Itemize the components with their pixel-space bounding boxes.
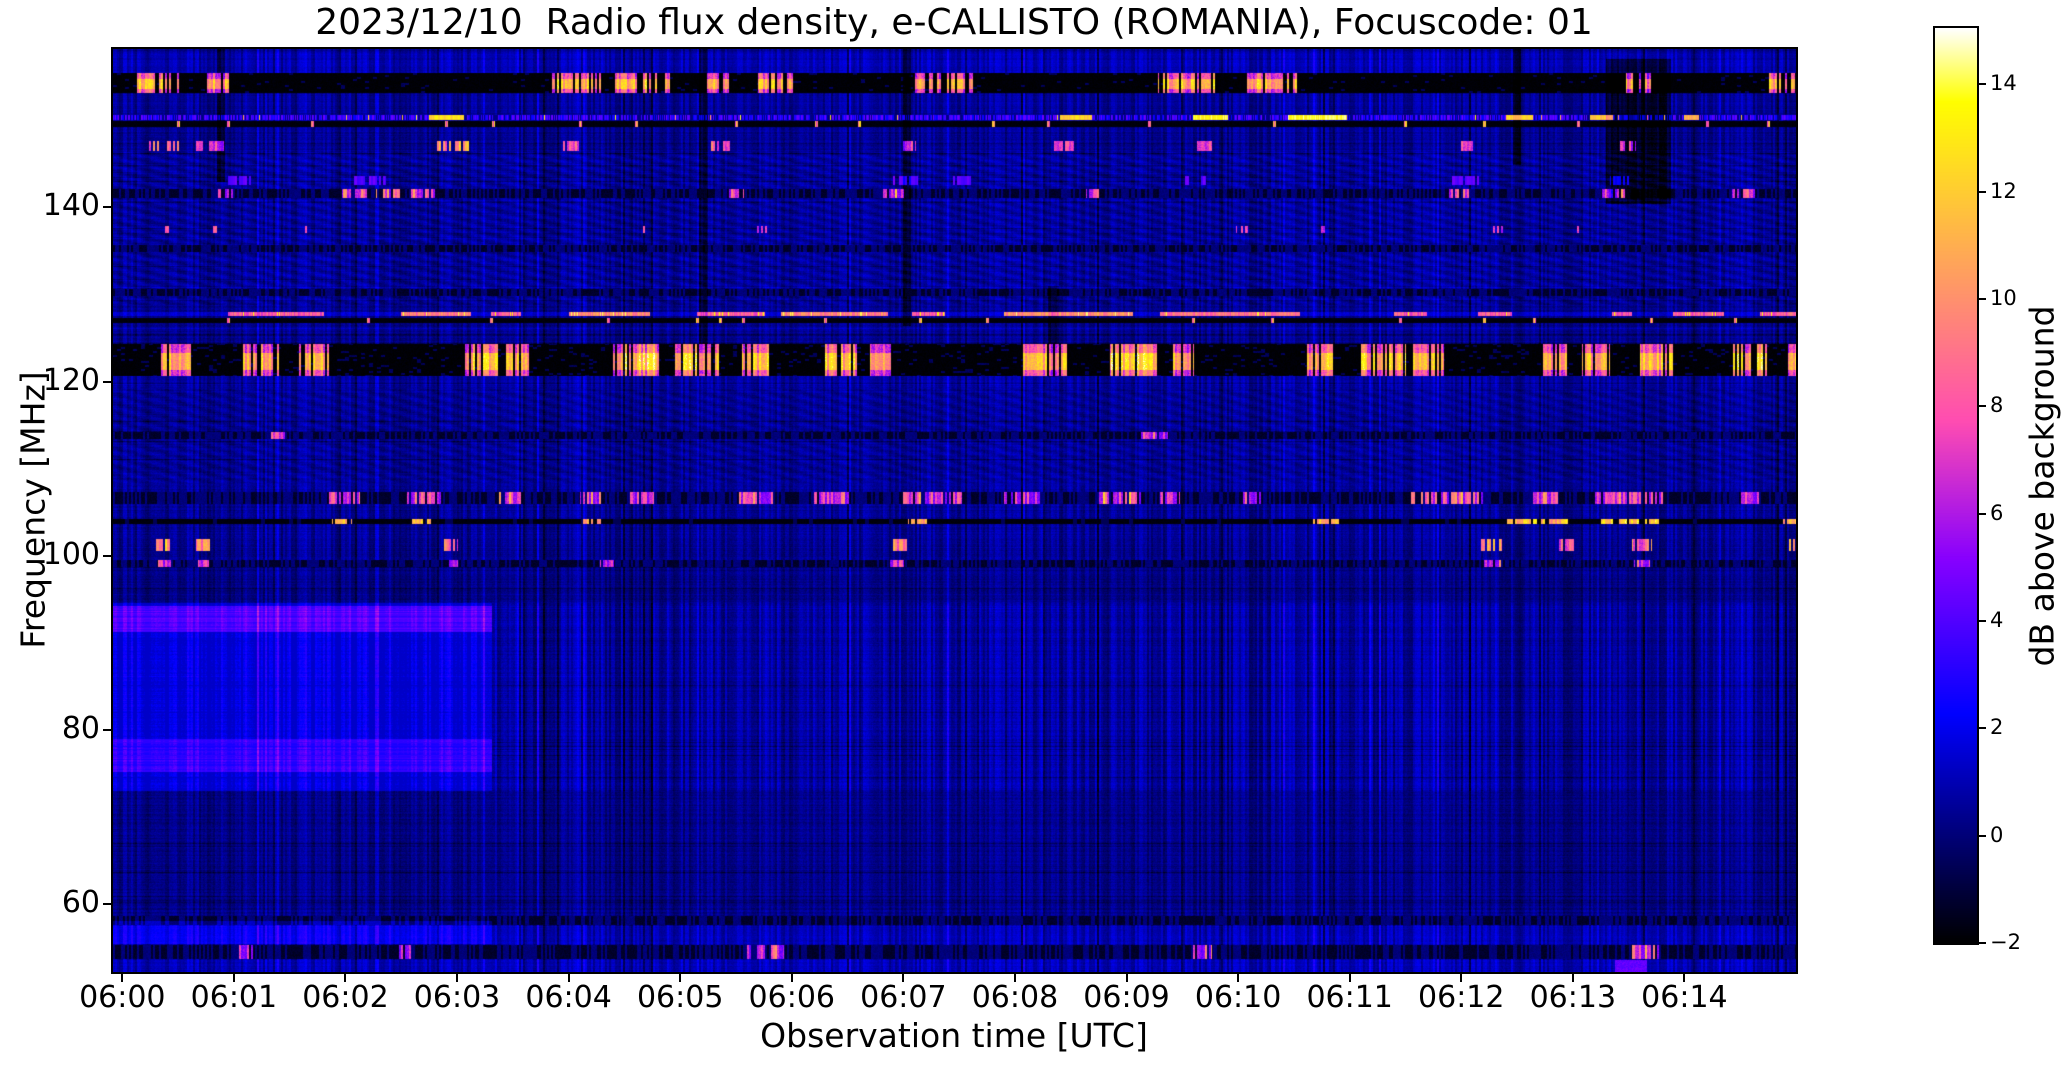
x-tick-mark xyxy=(679,974,682,982)
colorbar-tick-label: 14 xyxy=(1990,71,2017,96)
chart-title: 2023/12/10 Radio flux density, e-CALLIST… xyxy=(315,2,1593,43)
x-tick-mark xyxy=(1237,974,1240,982)
x-tick-label: 06:06 xyxy=(748,980,835,1015)
x-tick-label: 06:10 xyxy=(1194,980,1282,1015)
colorbar-tick-mark xyxy=(1979,298,1986,300)
x-tick-mark xyxy=(1013,974,1016,982)
x-tick-mark xyxy=(121,974,124,982)
colorbar xyxy=(1933,26,1979,945)
y-tick-label: 80 xyxy=(61,710,100,746)
y-tick-mark xyxy=(103,554,111,557)
colorbar-tick-label: 8 xyxy=(1990,393,2004,418)
x-tick-mark xyxy=(1460,974,1463,982)
colorbar-tick-mark xyxy=(1979,620,1986,622)
x-tick-mark xyxy=(344,974,347,982)
y-tick-label: 140 xyxy=(42,188,100,224)
colorbar-tick-label: −2 xyxy=(1990,930,2021,954)
x-tick-mark xyxy=(1348,974,1351,982)
colorbar-tick-mark xyxy=(1979,834,1986,837)
y-tick-label: 100 xyxy=(42,536,100,572)
x-tick-label: 06:09 xyxy=(1083,980,1170,1015)
x-tick-label: 06:08 xyxy=(971,980,1059,1015)
x-tick-mark xyxy=(790,974,793,982)
x-tick-label: 06:04 xyxy=(525,980,612,1015)
x-tick-mark xyxy=(1683,974,1686,982)
colorbar-tick-label: 12 xyxy=(1990,178,2017,203)
x-tick-label: 06:02 xyxy=(302,980,389,1015)
x-tick-label: 06:11 xyxy=(1306,980,1393,1015)
colorbar-tick-mark xyxy=(1979,727,1986,730)
x-tick-mark xyxy=(902,974,905,982)
x-tick-mark xyxy=(1571,974,1574,982)
colorbar-tick-label: 0 xyxy=(1990,822,2004,847)
colorbar-tick-mark xyxy=(1979,942,1986,944)
y-tick-mark xyxy=(103,380,111,383)
y-tick-mark xyxy=(103,728,111,731)
colorbar-tick-mark xyxy=(1979,190,1986,193)
spectrogram-heatmap xyxy=(113,49,1796,972)
x-tick-mark xyxy=(232,974,235,982)
colorbar-tick-label: 2 xyxy=(1990,715,2004,740)
colorbar-tick-label: 4 xyxy=(1990,608,2004,632)
x-tick-label: 06:01 xyxy=(190,980,278,1015)
colorbar-gradient xyxy=(1935,28,1977,943)
x-tick-label: 06:05 xyxy=(636,980,724,1015)
y-tick-label: 60 xyxy=(61,885,100,921)
x-tick-label: 06:12 xyxy=(1418,980,1505,1015)
y-tick-label: 120 xyxy=(42,362,100,398)
x-axis-label: Observation time [UTC] xyxy=(760,1016,1148,1055)
y-tick-mark xyxy=(103,206,111,209)
x-tick-label: 06:07 xyxy=(860,980,947,1015)
y-tick-mark xyxy=(103,903,111,906)
x-tick-label: 06:00 xyxy=(79,980,166,1015)
colorbar-tick-mark xyxy=(1979,512,1986,515)
x-tick-mark xyxy=(1125,974,1128,982)
x-tick-label: 06:13 xyxy=(1529,980,1617,1015)
x-tick-mark xyxy=(567,974,570,982)
spectrogram-plot xyxy=(111,47,1798,974)
colorbar-tick-label: 6 xyxy=(1990,500,2004,525)
colorbar-tick-mark xyxy=(1979,83,1986,86)
x-tick-label: 06:03 xyxy=(413,980,501,1015)
x-tick-mark xyxy=(456,974,459,982)
colorbar-tick-label: 10 xyxy=(1990,286,2017,310)
colorbar-tick-mark xyxy=(1979,405,1986,408)
y-axis-label: Frequency [MHz] xyxy=(13,371,53,649)
x-tick-label: 06:14 xyxy=(1641,980,1728,1015)
